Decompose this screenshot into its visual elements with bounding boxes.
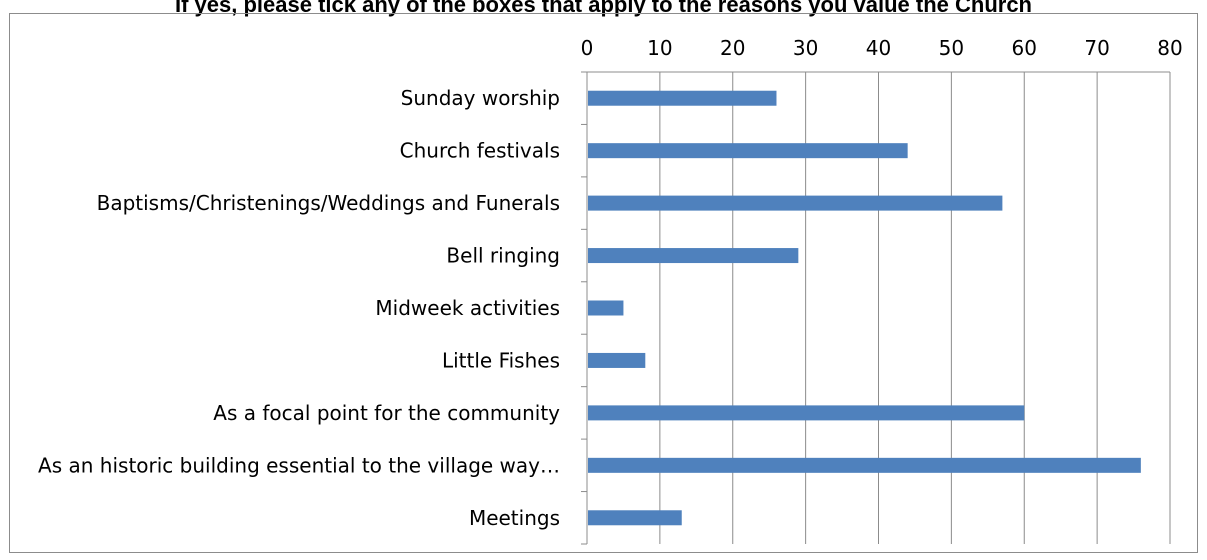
bar [588,405,1025,421]
bar [588,248,799,264]
bar [588,195,1003,211]
x-tick-label: 30 [793,36,818,60]
bar [588,90,777,106]
bar [588,352,646,368]
category-label: Church festivals [400,139,560,163]
category-label: Bell ringing [446,244,560,268]
x-tick-label: 80 [1157,36,1182,60]
category-label: Meetings [469,506,560,530]
category-label: As an historic building essential to the… [38,453,560,477]
x-tick-label: 40 [866,36,891,60]
x-tick-label: 20 [720,36,745,60]
chart-title: If yes, please tick any of the boxes tha… [174,0,1032,17]
x-tick-label: 50 [939,36,964,60]
bar [588,457,1141,473]
x-tick-label: 10 [647,36,672,60]
bar [588,300,624,316]
category-label: Sunday worship [401,86,560,110]
category-label: As a focal point for the community [213,401,560,425]
chart-frame [9,13,1198,553]
bar [588,143,908,159]
category-label: Midweek activities [375,296,560,320]
x-tick-label: 70 [1084,36,1109,60]
category-label: Little Fishes [442,348,560,372]
bar [588,510,682,526]
x-tick-label: 0 [581,36,594,60]
x-tick-label: 60 [1012,36,1037,60]
category-label: Baptisms/Christenings/Weddings and Funer… [97,191,560,215]
